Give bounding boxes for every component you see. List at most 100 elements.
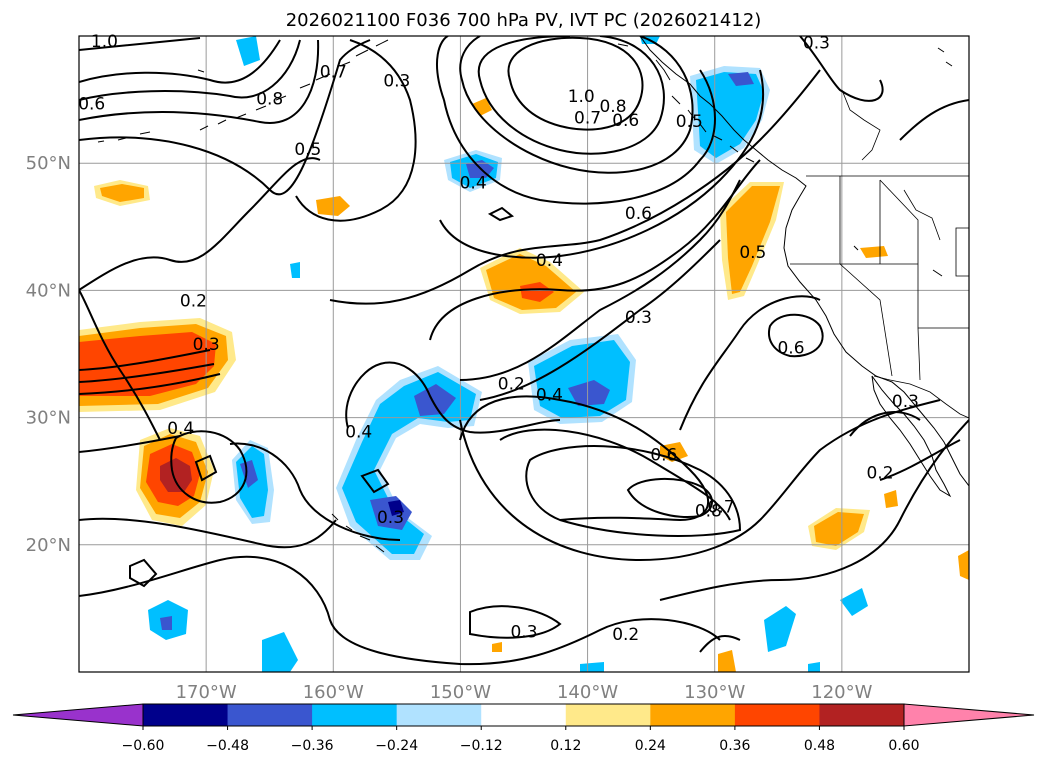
contour-label-text: 0.6 bbox=[650, 445, 677, 465]
aleutian-islands bbox=[97, 39, 389, 143]
contour-label-text: 0.3 bbox=[892, 392, 919, 412]
pv-contour bbox=[436, 36, 716, 205]
colorbar-tick-label: 0.24 bbox=[635, 738, 666, 754]
contour-label: 0.3 bbox=[892, 392, 919, 412]
contour-label-text: 0.2 bbox=[612, 625, 639, 645]
figure-title: 2026021100 F036 700 hPa PV, IVT PC (2026… bbox=[285, 10, 762, 31]
colorbar-tick-label: −0.12 bbox=[460, 738, 503, 754]
colorbar-segment bbox=[819, 704, 905, 726]
contour-label: 0.3 bbox=[510, 622, 537, 642]
positive-anomaly-region bbox=[718, 650, 736, 672]
pv-contour bbox=[507, 36, 644, 131]
contour-label-text: 0.4 bbox=[167, 419, 194, 439]
colorbar-outline bbox=[142, 703, 905, 727]
north-america-coastline bbox=[639, 36, 969, 487]
pv-contour bbox=[329, 69, 821, 305]
contour-label-text: 0.4 bbox=[460, 173, 487, 193]
contour-label-text: 1.0 bbox=[91, 32, 118, 52]
pv-contour bbox=[345, 361, 561, 434]
negative-anomaly-region bbox=[388, 500, 404, 516]
contour-label: 0.6 bbox=[777, 339, 804, 359]
pv-contour bbox=[170, 430, 248, 504]
pv-contour bbox=[79, 349, 221, 395]
contour-label-text: 0.2 bbox=[866, 463, 893, 483]
contour-label-text: 0.6 bbox=[625, 204, 652, 224]
colorbar-tick-label: 0.48 bbox=[804, 738, 835, 754]
positive-anomaly-region bbox=[860, 246, 888, 258]
positive-anomaly-region bbox=[492, 642, 502, 652]
contour-labels: 1.00.6 0.80.7 0.30.50.31.00.80.7 0.6 0.50.40… bbox=[78, 32, 919, 645]
contour-label-text: 0.4 bbox=[536, 386, 563, 406]
colorbar: −0.60 −0.48 −0.36 −0.24 −0.12 0.12 0.24 0.36 0.4… bbox=[12, 703, 1035, 754]
pv-contour bbox=[360, 468, 390, 494]
negative-anomaly-region bbox=[568, 380, 610, 406]
pv-contour bbox=[429, 159, 761, 341]
pv-contour bbox=[768, 313, 824, 358]
negative-anomaly-region bbox=[262, 632, 298, 672]
negative-anomaly-region bbox=[764, 606, 796, 652]
contour-label: 0.2 bbox=[866, 463, 893, 483]
contour-label: 0.4 bbox=[460, 173, 487, 193]
contour-label: 0.6 bbox=[625, 204, 652, 224]
negative-anomaly-region bbox=[840, 588, 868, 616]
colorbar-segment bbox=[734, 704, 820, 726]
lon-tick-label: 120°W bbox=[811, 682, 872, 703]
pv-contour bbox=[459, 179, 741, 381]
contour-label: 1.0 bbox=[91, 32, 118, 52]
negative-anomaly-region bbox=[236, 36, 260, 66]
contour-label: 0.3 bbox=[383, 72, 410, 92]
lat-tick-label: 50°N bbox=[26, 153, 71, 174]
ivt-shading-layer bbox=[79, 36, 969, 672]
contour-label: 0.3 bbox=[803, 33, 830, 53]
pv-contour bbox=[129, 558, 158, 588]
lon-tick-label: 140°W bbox=[557, 682, 618, 703]
colorbar-max-extend bbox=[903, 703, 1035, 727]
contour-label: 0.6 bbox=[612, 111, 639, 131]
pv-contour bbox=[799, 36, 884, 102]
axis-labels: 170°W 160°W 150°W 140°W 130°W 120°W 20°N 30°N 40… bbox=[26, 153, 873, 703]
contour-label: 0.7 bbox=[708, 498, 735, 518]
lat-tick-label: 30°N bbox=[26, 408, 71, 429]
positive-anomaly-region bbox=[958, 550, 969, 580]
contour-label: 0.4 bbox=[167, 419, 194, 439]
contour-label: 0.4 bbox=[536, 386, 563, 406]
positive-anomaly-region bbox=[726, 186, 780, 294]
contour-label: 0.2 bbox=[180, 292, 207, 312]
contour-label-text: 0.2 bbox=[498, 374, 525, 394]
pv-contour bbox=[699, 634, 741, 653]
positive-anomaly-region bbox=[814, 512, 864, 546]
contour-label: 0.6 bbox=[650, 445, 677, 465]
hawaiian-islands bbox=[331, 513, 385, 553]
contour-label-text: 0.6 bbox=[78, 94, 105, 114]
negative-anomaly-region bbox=[290, 262, 300, 278]
negative-anomaly-region bbox=[414, 384, 456, 416]
pv-contour bbox=[479, 239, 721, 401]
contour-label-text: 0.7 bbox=[320, 63, 347, 83]
contour-label: 0.5 bbox=[676, 112, 703, 132]
colorbar-tick-label: 0.12 bbox=[550, 738, 581, 754]
state-borders bbox=[790, 176, 969, 381]
contour-label: 0.4 bbox=[345, 423, 372, 443]
lon-tick-label: 150°W bbox=[430, 682, 491, 703]
contour-label-text: 1.0 bbox=[568, 87, 595, 107]
coastlines-layer bbox=[97, 36, 969, 553]
contour-label-text: 0.7 bbox=[708, 498, 735, 518]
pv-contour bbox=[79, 157, 321, 291]
contour-label: 0.7 bbox=[574, 108, 601, 128]
contour-label-text: 0.3 bbox=[625, 308, 652, 328]
colorbar-tick-label: 0.60 bbox=[888, 738, 919, 754]
alaska-panhandle-islands bbox=[655, 59, 755, 163]
pv-contour bbox=[499, 428, 731, 521]
pv-contour bbox=[626, 477, 713, 518]
contour-label-text: 0.6 bbox=[612, 111, 639, 131]
contour-label: 0.7 bbox=[320, 63, 347, 83]
contour-label: 0.2 bbox=[498, 374, 525, 394]
positive-anomaly-region bbox=[100, 184, 144, 202]
contour-label: 0.2 bbox=[612, 625, 639, 645]
contour-label: 0.3 bbox=[377, 508, 404, 528]
pv-contour bbox=[79, 517, 337, 549]
contour-label-text: 0.8 bbox=[695, 501, 722, 521]
colorbar-segment bbox=[143, 704, 229, 726]
pv-contour bbox=[849, 411, 961, 481]
colorbar-segment bbox=[565, 704, 651, 726]
